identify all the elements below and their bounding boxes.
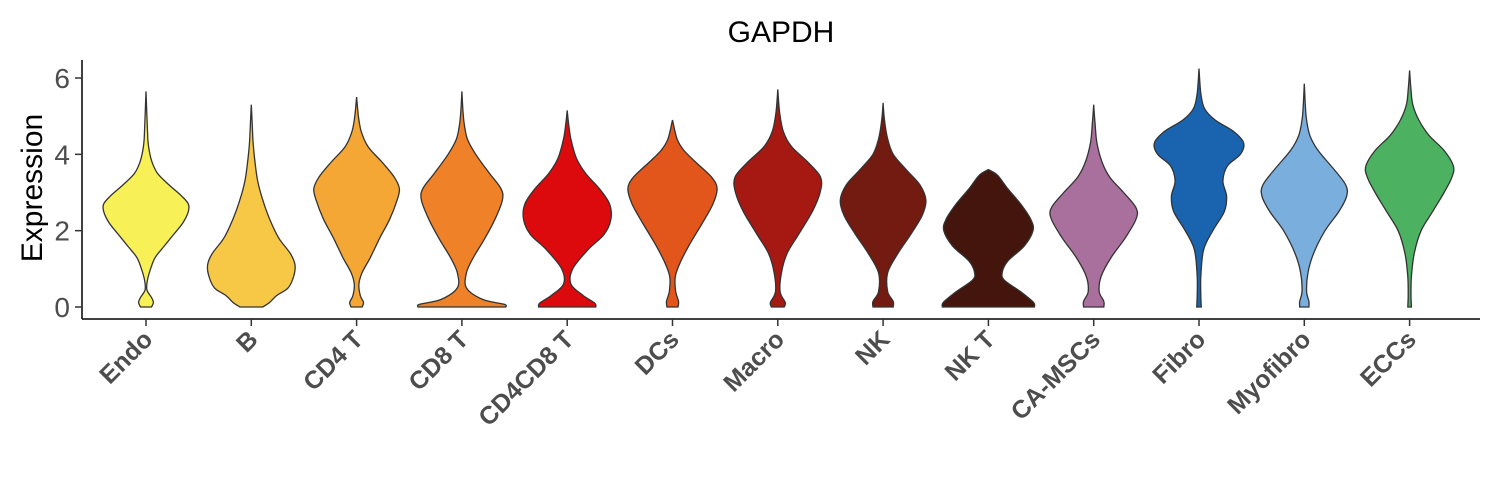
x-tick-label: NK (850, 325, 895, 370)
x-tick-label: CD4CD8 T (473, 325, 579, 431)
violin-ca-mscs (1049, 104, 1139, 308)
violin-cd4cd8-t (522, 110, 613, 308)
x-tick-label: Macro (718, 325, 790, 397)
y-tick-label: 0 (54, 292, 70, 323)
violin-nk (839, 102, 927, 308)
y-tick-label: 6 (54, 63, 70, 94)
chart-title: GAPDH (728, 16, 835, 49)
violin-fibro (1153, 68, 1245, 308)
x-tick-label: B (231, 325, 264, 358)
x-tick-label: CD8 T (403, 325, 474, 396)
violin-b (206, 104, 296, 308)
x-tick-label: CA-MSCs (1006, 325, 1106, 425)
violin-endo (102, 91, 190, 308)
violin-nk-t (941, 168, 1036, 308)
violin-myofibro (1260, 83, 1349, 308)
violin-dcs (627, 119, 718, 308)
x-tick-label: NK T (940, 325, 1001, 386)
violin-cd4-t (313, 97, 401, 308)
violin-eccs (1364, 70, 1455, 308)
x-tick-label: ECCs (1355, 325, 1422, 392)
x-tick-label: DCs (630, 325, 685, 380)
violin-cd8-t (416, 91, 507, 308)
x-tick-label: Myofibro (1222, 325, 1316, 419)
y-axis: 0 2 4 6 (54, 60, 83, 323)
y-axis-label: Expression (16, 114, 49, 262)
violin-macro (733, 89, 823, 308)
y-tick-label: 4 (54, 139, 70, 170)
violins-layer (102, 68, 1455, 308)
x-tick-label: CD4 T (298, 325, 369, 396)
x-tick-label: Fibro (1147, 325, 1211, 389)
x-axis: Endo B CD4 T CD8 T CD4CD8 T DCs Macro NK NK T CA-… (82, 318, 1480, 432)
y-tick-label: 2 (54, 216, 70, 247)
x-tick-label: Endo (94, 325, 158, 389)
